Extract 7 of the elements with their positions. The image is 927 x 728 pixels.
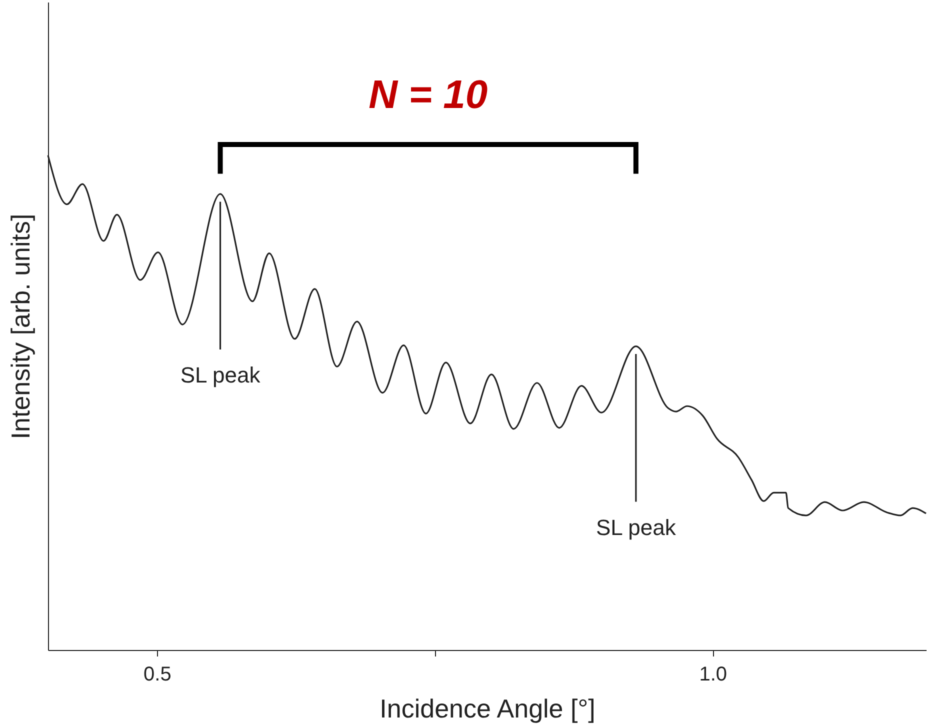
annotation: SL peak xyxy=(596,515,677,540)
x-tick-label: 0.5 xyxy=(144,664,172,686)
annotation: SL peak xyxy=(180,362,262,388)
x-tick-label: 1.0 xyxy=(699,664,728,686)
y-axis-title: Intensity [arb. units] xyxy=(6,214,36,440)
x-axis-title: Incidence Angle [°] xyxy=(380,694,596,724)
text: N = 10 xyxy=(368,72,488,117)
